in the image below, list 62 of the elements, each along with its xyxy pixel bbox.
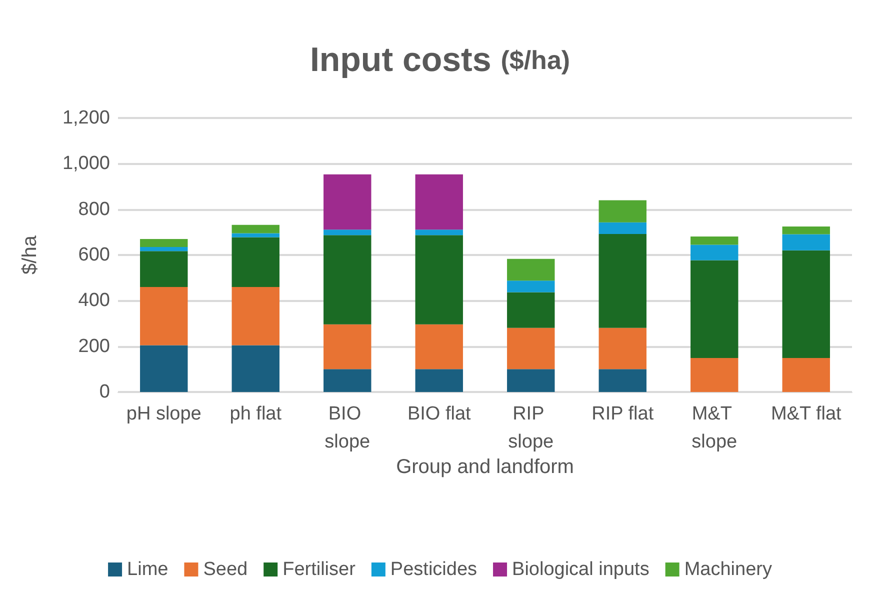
x-tick-label: RIP slope [508,404,554,452]
bar [415,230,463,236]
bar [598,328,646,370]
bar [324,174,372,230]
bar [415,174,463,230]
legend-label: Machinery [684,559,772,580]
y-tick-label: 200 [78,336,110,357]
bar [232,233,280,238]
bar [782,226,830,234]
bar [415,324,463,370]
x-tick-label: M&T slope [692,404,738,452]
x-tick-label: pH slope [126,404,202,424]
bar [140,247,188,252]
bar [415,369,463,392]
y-tick-label: 0 [99,382,110,402]
legend-label: Seed [203,559,248,580]
bar [507,369,555,392]
bar [690,244,738,260]
bar [232,224,280,234]
x-tick-label: ph flat [230,404,282,424]
bar [690,358,738,392]
bar [598,234,646,328]
bar [782,234,830,250]
bar [598,200,646,222]
bar [232,345,280,392]
x-tick-label: RIP flat [592,404,654,424]
y-axis-title: $/ha [19,234,41,274]
bar [232,237,280,287]
bar [324,235,372,324]
bar [598,369,646,392]
bar [232,286,280,346]
legend-label: Lime [127,559,168,580]
legend-label: Pesticides [390,559,478,580]
x-tick-label: BIO slope [324,404,370,452]
bar [415,235,463,324]
bar [140,345,188,392]
legend-label: Biological inputs [512,559,650,580]
y-tick-label: 1,000 [62,153,110,174]
bar [507,328,555,370]
legend-label: Fertiliser [282,559,356,580]
x-axis-title: Group and landform [396,456,574,478]
bar [598,222,646,234]
bar [324,369,372,392]
bar [690,260,738,358]
bar [782,358,830,392]
bar [324,230,372,236]
bar [507,258,555,281]
x-tick-label: M&T flat [770,404,842,424]
bar [507,292,555,328]
bar [140,286,188,346]
bar [782,250,830,358]
bar [507,280,555,292]
bar [690,236,738,245]
x-tick-label: BIO flat [407,404,472,424]
y-tick-label: 1,200 [62,108,110,128]
bar [324,324,372,370]
y-tick-label: 800 [78,198,110,220]
chart-title: Input costs ($/ha) [310,41,570,79]
y-tick-label: 400 [78,290,110,312]
bar [140,251,188,287]
y-tick-label: 600 [78,244,110,266]
bar [140,239,188,248]
